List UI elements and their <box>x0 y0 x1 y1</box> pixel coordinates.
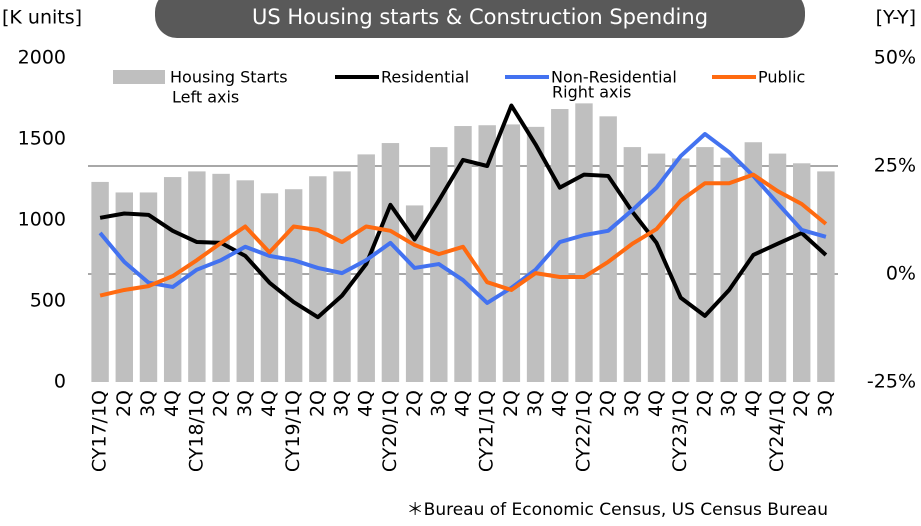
bar <box>720 157 738 382</box>
y2-tick-label: -25% <box>867 371 916 393</box>
x-tick-label: CY22/1Q <box>572 390 594 472</box>
legend-note: Right axis <box>552 83 631 102</box>
legend-label: Housing Starts <box>170 68 288 87</box>
x-tick-label: 4Q <box>452 390 474 417</box>
y2-tick-label: 0% <box>886 263 916 285</box>
bar <box>405 205 424 382</box>
bar <box>188 171 206 382</box>
x-tick-label: 3Q <box>137 390 159 417</box>
x-tick-label: 2Q <box>113 390 135 417</box>
y-axis-label: [K units] <box>2 7 82 29</box>
bar <box>526 126 545 382</box>
x-tick-label: 2Q <box>500 390 522 417</box>
bar <box>478 125 496 382</box>
bar <box>647 153 666 382</box>
x-tick-label: 4Q <box>742 390 764 417</box>
x-tick-label: 4Q <box>258 390 280 417</box>
bar <box>623 147 642 382</box>
x-tick-label: 3Q <box>524 390 546 417</box>
x-tick-label: 3Q <box>331 390 353 417</box>
bar <box>744 142 763 382</box>
bar <box>236 180 254 382</box>
bar <box>551 109 569 382</box>
title-box <box>155 0 805 38</box>
x-tick-label: CY24/1Q <box>766 390 788 472</box>
legend-label: Public <box>758 68 805 87</box>
bar <box>793 163 811 382</box>
y-tick-label: 500 <box>30 290 66 312</box>
x-tick-label: 2Q <box>693 390 715 417</box>
line <box>98 132 827 305</box>
x-tick-label: 2Q <box>210 390 232 417</box>
line <box>99 172 828 298</box>
bar <box>333 171 351 382</box>
chart-title: US Housing starts & Construction Spendin… <box>252 5 708 29</box>
bar <box>115 192 133 382</box>
legend-label: Non-Residential <box>551 68 677 87</box>
x-tick-label: 2Q <box>306 390 328 417</box>
x-tick-label: 2Q <box>790 390 812 417</box>
bar <box>309 176 327 382</box>
bar <box>91 181 109 382</box>
y2-axis-label: [Y-Y] <box>876 7 916 29</box>
y2-tick-label: 50% <box>874 47 916 69</box>
x-tick-label: 3Q <box>814 390 836 417</box>
bar <box>575 103 593 383</box>
legend-label: Residential <box>381 68 469 87</box>
bar <box>381 143 400 382</box>
bar <box>599 116 617 382</box>
legend-swatch <box>113 70 165 84</box>
x-tick-label: 2Q <box>597 390 619 417</box>
bar <box>357 154 375 382</box>
y2-tick-label: 25% <box>874 155 916 177</box>
bar <box>212 173 230 382</box>
y-tick-label: 0 <box>54 371 66 393</box>
bar <box>672 158 690 382</box>
bar <box>454 126 472 382</box>
source-note: ＊Bureau of Economic Census, US Census Bu… <box>407 500 828 520</box>
x-tick-label: 4Q <box>355 390 377 417</box>
x-tick-label: 4Q <box>161 390 183 417</box>
x-tick-label: CY20/1Q <box>379 390 401 472</box>
bar <box>817 171 835 382</box>
x-tick-label: CY18/1Q <box>185 390 207 472</box>
x-tick-label: 3Q <box>427 390 449 417</box>
x-tick-label: 4Q <box>645 390 667 417</box>
y-tick-label: 1500 <box>18 128 66 150</box>
y-tick-label: 2000 <box>18 47 66 69</box>
x-tick-label: CY23/1Q <box>669 390 691 472</box>
x-tick-label: 4Q <box>548 390 570 417</box>
bar <box>502 124 521 383</box>
legend-note: Left axis <box>172 88 239 107</box>
x-tick-label: CY19/1Q <box>282 390 304 472</box>
bar <box>284 189 303 382</box>
x-tick-label: 3Q <box>621 390 643 417</box>
x-tick-label: 3Q <box>718 390 740 417</box>
x-tick-label: 2Q <box>403 390 425 417</box>
x-tick-label: CY21/1Q <box>476 390 498 472</box>
y-tick-label: 1000 <box>18 209 66 231</box>
bar <box>260 193 279 382</box>
x-tick-label: 3Q <box>234 390 256 417</box>
x-tick-label: CY17/1Q <box>89 390 111 472</box>
bar <box>696 147 714 382</box>
